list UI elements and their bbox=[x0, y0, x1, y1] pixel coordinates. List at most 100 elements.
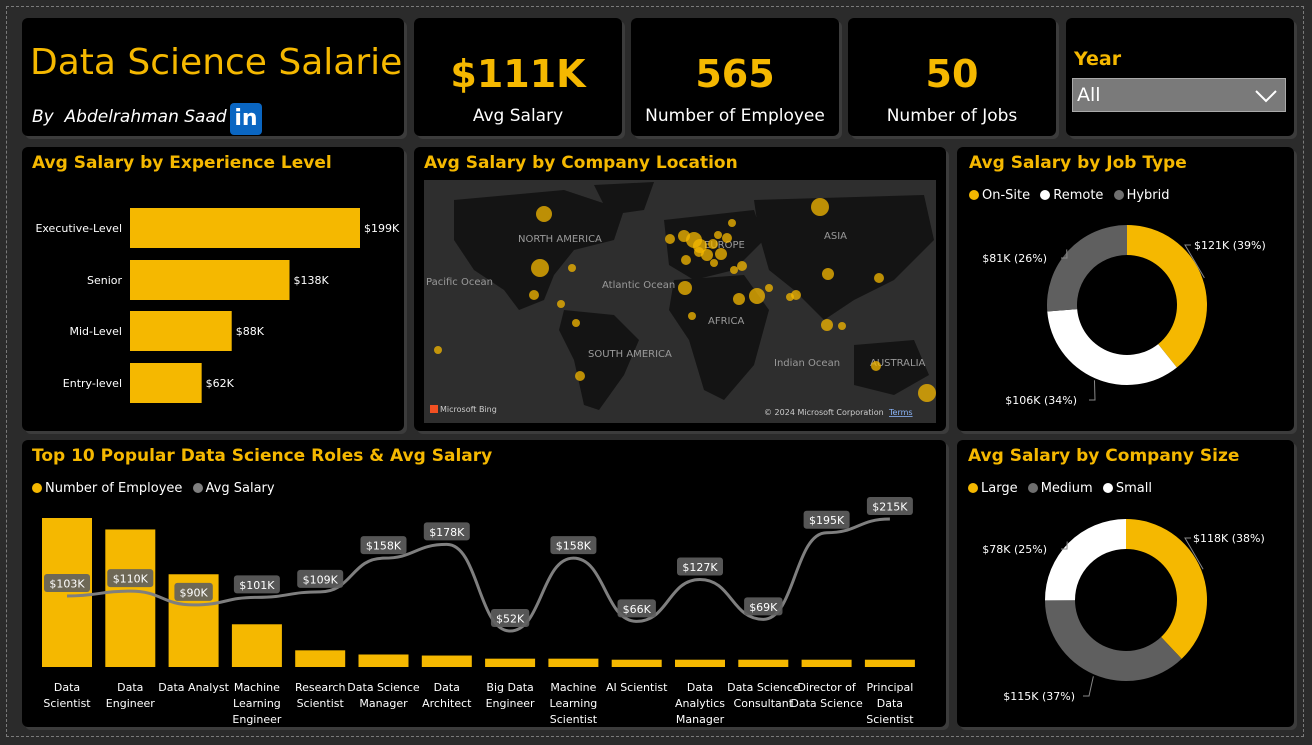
location-bubble[interactable] bbox=[811, 198, 829, 216]
donut-slice[interactable] bbox=[1047, 309, 1177, 385]
location-bubble[interactable] bbox=[529, 290, 539, 300]
location-bubble[interactable] bbox=[575, 371, 585, 381]
donut-slice[interactable] bbox=[1126, 519, 1207, 659]
location-bubble[interactable] bbox=[749, 288, 765, 304]
employee-bar[interactable] bbox=[295, 650, 346, 667]
location-bubble[interactable] bbox=[728, 219, 736, 227]
category-label: Executive-Level bbox=[35, 222, 122, 235]
land-south-america bbox=[559, 310, 639, 410]
experience-level-card: Avg Salary by Experience Level Executive… bbox=[22, 147, 404, 431]
location-bubble[interactable] bbox=[708, 239, 718, 249]
location-bubble[interactable] bbox=[733, 293, 745, 305]
location-bubble[interactable] bbox=[786, 293, 794, 301]
bar[interactable] bbox=[130, 363, 202, 403]
location-bubble[interactable] bbox=[710, 259, 718, 267]
category-label: Principal Data Scientist bbox=[866, 681, 914, 726]
map-copyright: © 2024 Microsoft Corporation bbox=[764, 408, 884, 417]
employee-bar[interactable] bbox=[421, 655, 472, 667]
salary-label: $158K bbox=[556, 540, 592, 553]
location-bubble[interactable] bbox=[714, 231, 722, 239]
location-bubble[interactable] bbox=[715, 248, 727, 260]
donut-slice[interactable] bbox=[1045, 519, 1126, 601]
location-bubble[interactable] bbox=[557, 300, 565, 308]
linkedin-icon[interactable]: in bbox=[230, 103, 262, 135]
salary-label: $215K bbox=[872, 501, 908, 514]
location-bubble[interactable] bbox=[918, 384, 936, 402]
bar[interactable] bbox=[130, 311, 232, 351]
employee-bar[interactable] bbox=[105, 529, 156, 667]
location-bubble[interactable] bbox=[531, 259, 549, 277]
legend-item[interactable]: Avg Salary bbox=[192, 481, 275, 496]
map-label: Atlantic Ocean bbox=[602, 280, 675, 291]
legend-item[interactable]: Remote bbox=[1040, 188, 1103, 203]
map-canvas[interactable]: NORTH AMERICA EUROPE ASIA Pacific Ocean … bbox=[424, 180, 936, 423]
salary-label-box bbox=[490, 609, 530, 627]
leader-line bbox=[1089, 380, 1096, 401]
salary-label-box bbox=[803, 510, 850, 529]
employee-bar[interactable] bbox=[675, 659, 725, 667]
location-bubble[interactable] bbox=[434, 346, 442, 354]
location-bubble[interactable] bbox=[568, 264, 576, 272]
land-australia bbox=[854, 340, 929, 395]
donut-slice[interactable] bbox=[1045, 600, 1182, 681]
avg-salary-line[interactable] bbox=[66, 517, 890, 633]
employee-bar[interactable] bbox=[42, 518, 92, 667]
employee-bar[interactable] bbox=[485, 658, 536, 667]
location-bubble[interactable] bbox=[536, 206, 552, 222]
year-dropdown[interactable]: All bbox=[1072, 78, 1286, 112]
employee-bar[interactable] bbox=[231, 624, 282, 667]
salary-label: $52K bbox=[496, 613, 525, 626]
employee-bar[interactable] bbox=[801, 659, 852, 667]
donut-slice[interactable] bbox=[1127, 225, 1207, 368]
year-filter-card: Year All bbox=[1066, 18, 1294, 136]
location-bubble[interactable] bbox=[694, 247, 704, 257]
category-label: Data Architect bbox=[422, 681, 472, 710]
location-bubble[interactable] bbox=[688, 312, 696, 320]
category-label: Research Scientist bbox=[295, 681, 345, 710]
category-label: Data Science Consultant bbox=[727, 681, 800, 710]
employee-bar[interactable] bbox=[738, 659, 789, 667]
employee-bar[interactable] bbox=[611, 659, 662, 667]
location-bubble[interactable] bbox=[838, 322, 846, 330]
bar[interactable] bbox=[130, 208, 360, 248]
location-bubble[interactable] bbox=[871, 361, 881, 371]
location-bubble[interactable] bbox=[874, 273, 884, 283]
location-bubble[interactable] bbox=[681, 255, 691, 265]
location-bubble[interactable] bbox=[665, 234, 675, 244]
kpi-label: Number of Employee bbox=[645, 106, 825, 126]
world-map: NORTH AMERICA EUROPE ASIA Pacific Ocean … bbox=[426, 182, 936, 417]
location-bubble[interactable] bbox=[730, 266, 738, 274]
land-africa bbox=[669, 275, 769, 400]
category-label: Big Data Engineer bbox=[486, 681, 535, 710]
employee-bar[interactable] bbox=[358, 654, 409, 667]
location-bubble[interactable] bbox=[678, 281, 692, 295]
map-label: SOUTH AMERICA bbox=[588, 349, 672, 360]
land-greenland bbox=[594, 182, 654, 215]
chart-title: Avg Salary by Experience Level bbox=[32, 153, 332, 173]
donut-slice[interactable] bbox=[1047, 225, 1127, 312]
employee-bar[interactable] bbox=[864, 659, 915, 667]
category-label: Data Analytics Manager bbox=[675, 681, 725, 726]
legend-item[interactable]: Hybrid bbox=[1113, 188, 1170, 203]
slice-label: $106K (34%) bbox=[1005, 394, 1077, 407]
bar[interactable] bbox=[130, 260, 290, 300]
legend-item[interactable]: Number of Employee bbox=[32, 481, 182, 496]
legend-item[interactable]: On-Site bbox=[969, 188, 1030, 203]
slice-label: $115K (37%) bbox=[1003, 690, 1075, 703]
employee-bar[interactable] bbox=[548, 658, 599, 667]
salary-label-box bbox=[677, 557, 723, 576]
location-bubble[interactable] bbox=[765, 284, 773, 292]
legend-item[interactable]: Small bbox=[1102, 481, 1152, 496]
location-bubble[interactable] bbox=[722, 233, 732, 243]
location-bubble[interactable] bbox=[572, 319, 580, 327]
location-bubble[interactable] bbox=[822, 268, 834, 280]
legend-item[interactable]: Medium bbox=[1027, 481, 1093, 496]
salary-label-box bbox=[617, 599, 656, 618]
top-roles-chart: $103K $110K $90K $101K $109K $158K $178K $52K $1… bbox=[42, 497, 915, 726]
map-terms-link[interactable]: Terms bbox=[888, 408, 913, 417]
location-bubble[interactable] bbox=[821, 319, 833, 331]
location-bubble[interactable] bbox=[737, 261, 747, 271]
legend-item[interactable]: Large bbox=[968, 481, 1018, 496]
job-type-donut: $121K (39%) $106K (34%) $81K (26%) bbox=[982, 225, 1266, 407]
top-roles-legend: Number of Employee Avg Salary bbox=[32, 481, 281, 496]
